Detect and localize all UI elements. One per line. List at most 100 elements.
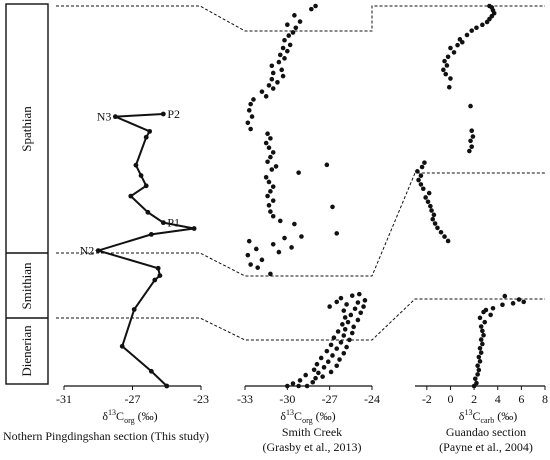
smith-data-point (266, 179, 272, 185)
correlation-line-top (56, 5, 545, 32)
smith-tick-label: -24 (364, 392, 380, 406)
pingdingshan-data-point (133, 162, 139, 168)
guandao-data-point (423, 195, 428, 200)
smith-data-point (335, 329, 341, 334)
pingdingshan-data-point (143, 183, 149, 189)
smith-data-point (273, 164, 279, 169)
smith-data-point (358, 310, 364, 316)
guandao-data-point (490, 305, 496, 311)
guandao-data-point (478, 337, 484, 342)
correlation-line-smithian-base (56, 298, 545, 341)
guandao-data-point (429, 208, 434, 213)
smith-data-point (265, 131, 270, 137)
smith-data-point (330, 204, 335, 210)
guandao-data-point (442, 58, 447, 64)
pingdingshan-data-point (128, 193, 134, 199)
guandao-data-point (457, 37, 463, 42)
smith-data-point (324, 162, 330, 168)
guandao-data-point (418, 173, 424, 178)
smith-data-point (287, 42, 293, 48)
smith-data-point (337, 357, 342, 362)
guandao-tick-label: 8 (542, 392, 548, 406)
guandao-data-point (448, 76, 453, 81)
guandao-data-point (482, 319, 488, 325)
guandao-data-point (480, 22, 485, 28)
guandao-data-point (438, 229, 444, 235)
smith-data-point (259, 89, 265, 94)
smith-data-point (289, 245, 294, 250)
guandao-data-point (428, 203, 433, 209)
smith-points (245, 3, 368, 389)
panel-pingdingshan: -31 -27 -23 P2 N3 P1 N2 δ13Corg (‰) Nothern P… (3, 107, 209, 443)
smith-data-point (270, 86, 276, 91)
pingdingshan-axis-title: δ13Corg (‰) (102, 408, 157, 425)
guandao-data-point (477, 315, 483, 321)
smith-data-point (318, 355, 324, 361)
smith-data-point (268, 209, 273, 214)
smith-data-point (320, 374, 325, 379)
smith-data-point (280, 73, 286, 79)
smith-data-point (334, 231, 340, 236)
guandao-data-point (435, 225, 440, 231)
guandao-data-point (448, 45, 453, 51)
pingdingshan-data-point (145, 209, 151, 215)
smith-data-point (316, 370, 321, 376)
smith-data-point (334, 299, 340, 305)
guandao-data-point (475, 372, 480, 377)
guandao-data-point (467, 148, 472, 154)
correlation-line-spathian-base (56, 172, 545, 277)
guandao-data-point (502, 293, 508, 299)
panel-smith-creek: -33 -30 -27 -24 δ13Corg (‰) Smith Creek (Gr… (237, 3, 380, 454)
pingdingshan-data-point (95, 248, 101, 253)
guandao-tick-label: -2 (422, 392, 432, 406)
stage-label-dienerian: Dienerian (19, 325, 34, 377)
smith-data-point (290, 30, 296, 35)
guandao-data-point (468, 103, 473, 109)
pingdingshan-tick-label: -31 (56, 392, 72, 406)
guandao-data-point (451, 50, 457, 55)
smith-data-point (349, 293, 355, 298)
smith-data-point (275, 80, 280, 85)
guandao-data-point (483, 307, 489, 313)
guandao-data-point (444, 63, 450, 68)
guandao-data-point (478, 350, 484, 355)
guandao-data-point (478, 324, 484, 329)
smith-data-point (276, 59, 282, 65)
smith-data-point (341, 308, 347, 313)
point-label-p2: P2 (167, 107, 180, 121)
smith-data-point (248, 262, 253, 267)
guandao-data-point (443, 71, 449, 77)
smith-data-point (304, 383, 310, 389)
guandao-data-point (420, 186, 426, 192)
smith-data-point (268, 154, 273, 160)
guandao-data-point (422, 160, 427, 165)
smith-data-point (355, 300, 361, 305)
guandao-data-point (470, 134, 476, 139)
smith-data-point (328, 369, 334, 375)
smith-data-point (328, 342, 334, 348)
smith-data-point (263, 175, 269, 180)
guandao-data-point (469, 144, 475, 149)
guandao-data-point (475, 363, 480, 368)
guandao-data-point (416, 177, 421, 183)
pingdingshan-data-point (155, 265, 161, 271)
stage-column-frame (5, 3, 49, 385)
guandao-data-point (468, 138, 473, 144)
smith-data-point (351, 324, 356, 330)
guandao-data-point (469, 28, 475, 33)
smith-data-point (282, 235, 287, 241)
smith-data-point (269, 167, 275, 172)
pingdingshan-ticks: -31 -27 -23 (56, 386, 209, 406)
smith-data-point (269, 63, 275, 69)
guandao-data-point (431, 212, 437, 218)
smith-data-point (285, 383, 290, 389)
smith-data-point (331, 335, 337, 341)
correlation-lines (56, 5, 545, 341)
smith-data-point (245, 252, 251, 258)
guandao-data-point (476, 354, 482, 360)
pingdingshan-data-point (157, 273, 163, 279)
smith-data-point (292, 221, 297, 227)
smith-data-point (297, 378, 303, 383)
smith-data-point (341, 350, 347, 356)
